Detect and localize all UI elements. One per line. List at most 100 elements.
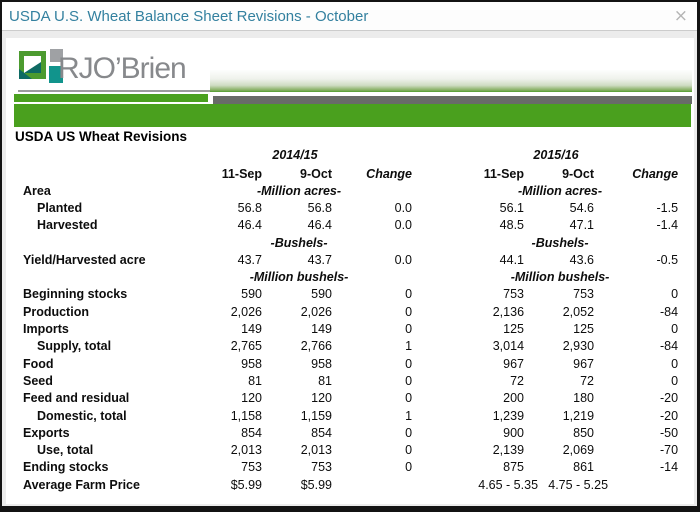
gradient-band — [210, 70, 692, 92]
cell-g1-change: 0 — [405, 460, 413, 475]
row-label: Imports — [23, 322, 69, 337]
cell-g2-11sep: 48.5 — [499, 218, 525, 233]
unit-row: -Million bushels- -Million bushels- — [11, 268, 678, 285]
cell-g1-11sep: 120 — [241, 391, 262, 406]
cell-g1-9oct: 854 — [311, 425, 332, 440]
cell-g1-11sep: 56.8 — [237, 200, 262, 215]
content-area: RJO’Brien USDA US Wheat Revisions 2014/1… — [2, 31, 697, 506]
cell-g2-9oct: 2,930 — [562, 339, 595, 354]
table-row: Use, total 2,013 2,013 0 2,139 2,069 -70 — [11, 441, 678, 458]
row-label: Harvested — [37, 218, 98, 233]
cell-g1-change: 0 — [405, 391, 413, 406]
title-bar: USDA U.S. Wheat Balance Sheet Revisions … — [2, 2, 697, 31]
table-row: Average Farm Price $5.99 $5.99 4.65 - 5.35 4… — [11, 476, 678, 493]
cell-g1-change: 0.0 — [394, 218, 413, 233]
cell-g1-9oct: 2,013 — [300, 443, 332, 458]
col-header-9oct: 9-Oct — [562, 166, 595, 181]
table-row: Exports 854 854 0 900 850 -50 — [11, 424, 678, 441]
unit-label: -Million bushels- — [249, 270, 349, 285]
cell-g2-9oct: 967 — [573, 356, 595, 371]
cell-g1-11sep: 2,765 — [230, 339, 262, 354]
cell-g2-11sep: 44.1 — [499, 252, 525, 267]
cell-g1-9oct: 81 — [318, 373, 332, 388]
cell-g2-change: -20 — [659, 391, 679, 406]
cell-g2-11sep: 125 — [503, 322, 525, 337]
cell-g2-change: 0 — [671, 356, 679, 371]
cell-g1-11sep: 854 — [241, 425, 262, 440]
table-row: Food 958 958 0 967 967 0 — [11, 355, 678, 372]
row-label: Use, total — [37, 443, 94, 458]
cell-g2-9oct: 1,219 — [562, 408, 595, 423]
cell-g1-9oct: 1,159 — [300, 408, 332, 423]
cell-g2-change: 0 — [671, 373, 679, 388]
row-label — [11, 268, 156, 285]
cell-g1-11sep: 81 — [248, 373, 262, 388]
cell-g1-9oct: 590 — [311, 287, 332, 302]
cell-g2-change: -70 — [659, 443, 679, 458]
table-row: Planted 56.8 56.8 0.0 56.1 54.6 -1.5 — [11, 199, 678, 216]
unit-label: -Bushels- — [270, 235, 328, 250]
cell-g2-change: -1.5 — [656, 200, 679, 215]
year-group-2014-15: 2014/15 — [272, 148, 318, 162]
table-row: Imports 149 149 0 125 125 0 — [11, 320, 678, 337]
cell-g1-11sep: $5.99 — [230, 477, 262, 492]
cell-g1-11sep: 149 — [241, 322, 262, 337]
cell-g1-change: 1 — [405, 339, 413, 354]
table-row: Ending stocks 753 753 0 875 861 -14 — [11, 459, 678, 476]
table-row: Production 2,026 2,026 0 2,136 2,052 -84 — [11, 303, 678, 320]
cell-g1-change: 0.0 — [394, 200, 413, 215]
cell-g2-11sep: 4.65 - 5.35 — [478, 477, 539, 492]
row-label: Domestic, total — [37, 408, 127, 423]
row-label — [11, 234, 156, 251]
row-label: Seed — [23, 373, 53, 388]
cell-g1-change: 0 — [405, 322, 413, 337]
cell-g1-9oct: 753 — [311, 460, 332, 475]
table-row: Beginning stocks 590 590 0 753 753 0 — [11, 286, 678, 303]
row-label: Food — [23, 356, 54, 371]
cell-g1-9oct: 43.7 — [307, 252, 332, 267]
table-row: Yield/Harvested acre 43.7 43.7 0.0 44.1 43.6 -… — [11, 251, 678, 268]
cell-g2-11sep: 56.1 — [499, 200, 525, 215]
table-row: Feed and residual 120 120 0 200 180 -20 — [11, 390, 678, 407]
gray-band — [213, 96, 692, 104]
cell-g2-11sep: 2,136 — [492, 304, 525, 319]
row-label: Average Farm Price — [23, 477, 140, 492]
cell-g1-change: 0.0 — [394, 252, 413, 267]
year-header-row: 2014/15 2015/16 — [11, 145, 678, 165]
cell-g2-11sep: 967 — [503, 356, 525, 371]
table-body: Area -Million acres- -Million acres- Plante… — [11, 182, 678, 493]
unit-label: -Million bushels- — [510, 270, 610, 285]
col-header-11sep: 11-Sep — [483, 166, 525, 181]
table-row: Domestic, total 1,158 1,159 1 1,239 1,219 -20 — [11, 407, 678, 424]
cell-g2-change: -50 — [659, 425, 679, 440]
col-header-change: Change — [366, 166, 413, 181]
row-label: Supply, total — [37, 339, 112, 354]
cell-g2-11sep: 200 — [503, 391, 525, 406]
cell-g2-11sep: 3,014 — [492, 339, 525, 354]
cell-g2-change: -84 — [659, 339, 679, 354]
close-icon[interactable]: × — [673, 5, 688, 26]
cell-g2-9oct: 72 — [580, 373, 595, 388]
cell-g1-change: 0 — [405, 287, 413, 302]
row-label: Ending stocks — [23, 460, 109, 475]
cell-g1-9oct: 46.4 — [307, 218, 332, 233]
report-panel: RJO’Brien USDA US Wheat Revisions 2014/1… — [6, 38, 694, 504]
row-label: Exports — [23, 425, 70, 440]
cell-g2-9oct: 180 — [573, 391, 595, 406]
green-strip — [14, 94, 208, 102]
cell-g2-change: 0 — [671, 322, 679, 337]
brand-name: RJO’Brien — [58, 52, 187, 85]
unit-label: -Million acres- — [518, 183, 603, 198]
cell-g1-9oct: 2,026 — [300, 304, 332, 319]
cell-g2-11sep: 875 — [503, 460, 525, 475]
row-label: Feed and residual — [23, 391, 130, 406]
cell-g2-11sep: 72 — [510, 373, 525, 388]
cell-g2-change: -1.4 — [656, 218, 679, 233]
year-group-2015-16: 2015/16 — [533, 148, 579, 162]
row-label: Area — [23, 183, 51, 198]
row-label: Production — [23, 304, 89, 319]
green-bar — [14, 104, 691, 127]
cell-g1-11sep: 2,013 — [230, 443, 262, 458]
row-label: Planted — [37, 200, 83, 215]
cell-g2-change: 0 — [671, 287, 679, 302]
